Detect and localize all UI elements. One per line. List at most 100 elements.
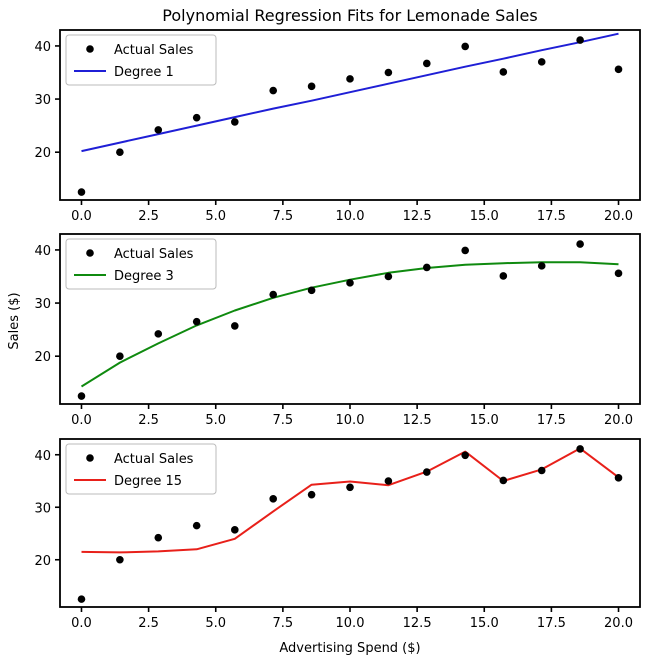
data-point (154, 533, 163, 542)
data-point (346, 279, 354, 287)
x-tick-label: 10.0 (336, 209, 365, 224)
legend-scatter-marker (86, 249, 94, 257)
data-point (461, 42, 469, 51)
x-tick-label: 20.0 (604, 413, 633, 428)
data-point (614, 65, 623, 74)
data-point (269, 495, 278, 503)
legend-scatter-marker (86, 45, 94, 53)
data-point (576, 36, 584, 44)
legend-label-fit: Degree 1 (114, 65, 174, 80)
legend-box (65, 34, 217, 86)
data-point (307, 286, 316, 295)
chart-title: Polynomial Regression Fits for Lemonade … (162, 6, 537, 25)
subplot-2: 0.0 2.5 5.0 7.5 10.0 12.5 15.0 17.5 20.0 20 30 40 Ac… (34, 233, 641, 428)
x-tick-label: 17.5 (537, 616, 566, 631)
data-point (77, 392, 86, 400)
legend-box (65, 238, 217, 290)
data-point (77, 188, 86, 196)
data-point (192, 317, 201, 326)
x-tick-label: 17.5 (537, 209, 566, 224)
data-point (269, 86, 278, 95)
y-tick-label: 20 (34, 554, 51, 569)
x-tick-label: 5.0 (205, 413, 226, 428)
y-tick-label: 20 (34, 146, 51, 161)
data-point (231, 118, 239, 126)
data-point (192, 521, 201, 530)
x-tick-label: 20.0 (604, 209, 633, 224)
data-point (384, 272, 393, 281)
subplot-1: 0.0 2.5 5.0 7.5 10.0 12.5 15.0 17.5 20.0 20 30 40 Ac… (34, 29, 641, 224)
data-point (269, 290, 278, 299)
data-point (461, 246, 469, 255)
x-tick-label: 5.0 (205, 209, 226, 224)
data-point (231, 322, 239, 330)
legend-box (65, 443, 217, 495)
legend-label-actual: Actual Sales (114, 452, 194, 467)
y-tick-label: 30 (34, 93, 51, 108)
legend-label-actual: Actual Sales (114, 247, 194, 262)
x-tick-label: 0.0 (71, 413, 92, 428)
data-point (384, 68, 393, 77)
data-point (422, 263, 431, 272)
y-tick-label: 40 (34, 449, 51, 464)
y-tick-label: 20 (34, 350, 51, 365)
data-point (614, 269, 623, 278)
x-tick-label: 5.0 (205, 616, 226, 631)
y-tick-label: 40 (34, 244, 51, 259)
x-tick-label: 2.5 (138, 209, 159, 224)
x-tick-label: 2.5 (138, 616, 159, 631)
data-point (307, 490, 316, 499)
data-point (576, 445, 584, 453)
data-point (499, 476, 508, 485)
x-tick-label: 12.5 (403, 209, 432, 224)
x-tick-label: 20.0 (604, 616, 633, 631)
x-tick-label: 2.5 (138, 413, 159, 428)
legend-scatter-marker (86, 454, 94, 462)
x-tick-label: 15.0 (470, 616, 499, 631)
data-point (384, 477, 393, 485)
data-point (461, 451, 469, 460)
data-point (346, 483, 354, 492)
data-point (537, 262, 546, 270)
x-tick-label: 7.5 (273, 413, 294, 428)
subplot-panels: 0.0 2.5 5.0 7.5 10.0 12.5 15.0 17.5 20.0 20 30 40 Ac… (34, 29, 641, 631)
x-tick-label: 12.5 (403, 413, 432, 428)
x-tick-label: 10.0 (336, 413, 365, 428)
x-tick-label: 7.5 (273, 616, 294, 631)
data-point (499, 68, 508, 76)
data-point (154, 126, 163, 134)
data-point (231, 526, 239, 534)
x-tick-label: 10.0 (336, 616, 365, 631)
data-point (422, 59, 431, 68)
fit-line (81, 32, 619, 153)
legend-label-actual: Actual Sales (114, 43, 194, 58)
x-tick-label: 0.0 (71, 209, 92, 224)
data-point (116, 555, 124, 564)
x-tick-label: 17.5 (537, 413, 566, 428)
data-point (537, 466, 546, 475)
data-point (192, 113, 201, 122)
legend-label-fit: Degree 3 (114, 269, 174, 284)
data-point (346, 75, 354, 83)
y-tick-label: 30 (34, 297, 51, 312)
y-tick-label: 40 (34, 40, 51, 55)
data-point (154, 330, 163, 338)
data-point (576, 240, 584, 248)
x-tick-label: 15.0 (470, 413, 499, 428)
data-point (307, 82, 316, 91)
data-point (614, 474, 623, 482)
x-tick-label: 7.5 (273, 209, 294, 224)
data-point (537, 58, 546, 66)
y-axis-label: Sales ($) (7, 292, 22, 349)
data-point (499, 272, 508, 280)
data-point (422, 468, 431, 476)
x-tick-label: 0.0 (71, 616, 92, 631)
fit-line (81, 447, 620, 554)
x-tick-label: 12.5 (403, 616, 432, 631)
x-tick-label: 15.0 (470, 209, 499, 224)
data-point (116, 148, 124, 156)
subplot-3: 0.0 2.5 5.0 7.5 10.0 12.5 15.0 17.5 20.0 20 30 40 Ac… (34, 438, 641, 631)
x-axis-label: Advertising Spend ($) (279, 641, 420, 656)
legend-label-fit: Degree 15 (114, 474, 182, 489)
